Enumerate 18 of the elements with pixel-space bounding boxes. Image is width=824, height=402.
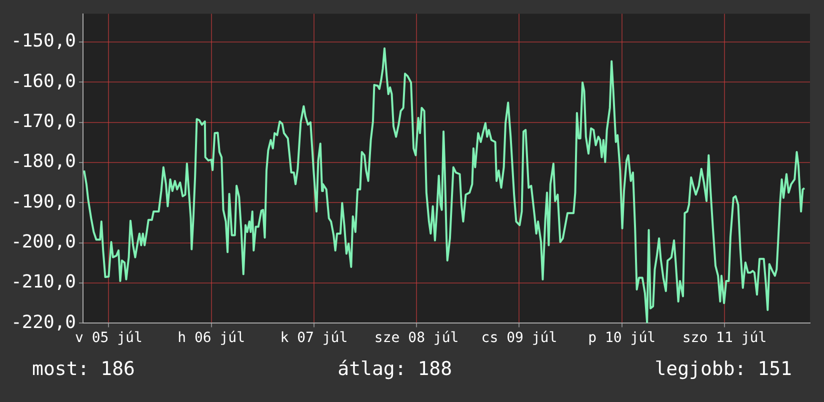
y-tick-label: -170,0 xyxy=(10,110,76,132)
x-tick-label: v 05 júl xyxy=(74,330,142,346)
y-tick-label: -200,0 xyxy=(10,232,76,253)
y-tick-label: -220,0 xyxy=(10,312,76,333)
y-tick-label: -190,0 xyxy=(10,191,76,212)
y-tick-label: -160,0 xyxy=(10,70,76,92)
text: átlag: 188 xyxy=(338,358,452,380)
x-tick-label: h 06 júl xyxy=(178,330,246,346)
text: legjobb: 151 xyxy=(654,358,792,380)
text: most: 186 xyxy=(32,358,135,380)
y-tick-label: -150,0 xyxy=(10,30,76,52)
x-tick-label: p 10 júl xyxy=(588,330,656,346)
x-tick-label: cs 09 júl xyxy=(481,330,558,346)
x-tick-label: k 07 júl xyxy=(280,330,348,346)
y-tick-label: -210,0 xyxy=(10,272,76,293)
x-tick-label: sze 08 júl xyxy=(374,330,459,346)
y-tick-label: -180,0 xyxy=(10,151,76,172)
x-tick-label: szo 11 júl xyxy=(682,330,767,346)
